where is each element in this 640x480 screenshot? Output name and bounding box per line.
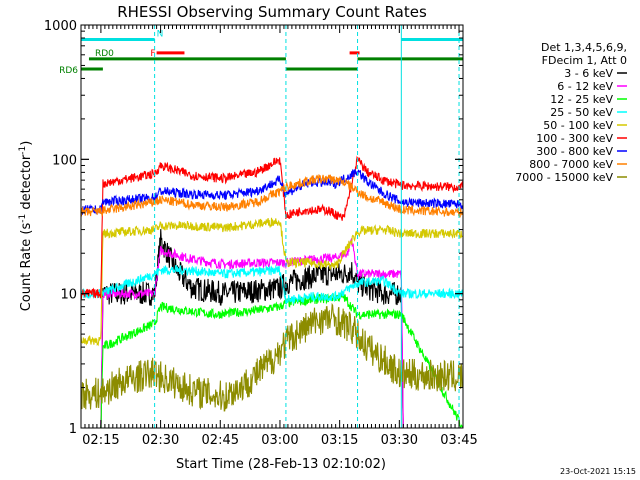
- date-stamp: 23-Oct-2021 15:15: [560, 467, 636, 476]
- series-line-5: [80, 155, 464, 300]
- legend-entry-label: 6 - 12 keV: [557, 80, 613, 93]
- y-axis-label: Count Rate (s-1 detector-1): [18, 141, 34, 312]
- y-tick-label: 10: [60, 288, 77, 303]
- y-ticks-layer: 1 10 100 1000: [44, 19, 463, 437]
- legend-entry-label: 300 - 800 keV: [536, 145, 613, 158]
- legend-entry-label: 25 - 50 keV: [550, 106, 613, 119]
- x-tick-label: 03:45: [440, 433, 477, 448]
- series-line-2: [81, 291, 464, 429]
- legend-entry-label: 7000 - 15000 keV: [515, 171, 613, 184]
- x-axis-label: Start Time (28-Feb-13 02:10:02): [176, 457, 386, 472]
- x-tick-label: 02:15: [82, 433, 119, 448]
- legend-entry-label: 12 - 25 keV: [550, 93, 613, 106]
- x-tick-label: 03:00: [261, 433, 298, 448]
- plot-series-layer: [80, 155, 464, 429]
- series-line-6: [80, 168, 464, 215]
- flag-label-rd6: RD6: [59, 66, 78, 76]
- legend: Det 1,3,4,5,6,9,FDecim 1, Att 03 - 6 keV…: [515, 41, 627, 184]
- series-line-4: [80, 217, 463, 347]
- flag-label-rd0: RD0: [95, 49, 114, 59]
- legend-entry-label: 800 - 7000 keV: [529, 158, 613, 171]
- x-ticks-layer: 02:15 02:30 02:45 03:00 03:15 03:30 03:45: [80, 25, 478, 448]
- flag-bars-layer: NF RD0 RD6: [59, 29, 463, 76]
- legend-entry-label: 100 - 300 keV: [536, 132, 613, 145]
- flag-label-n: N: [157, 29, 164, 39]
- y-tick-label: 1000: [44, 19, 77, 34]
- legend-header-line: FDecim 1, Att 0: [542, 54, 627, 67]
- series-line-1: [81, 238, 463, 429]
- series-line-0: [81, 229, 463, 429]
- legend-header-line: Det 1,3,4,5,6,9,: [541, 41, 627, 54]
- chart-title: RHESSI Observing Summary Count Rates: [117, 3, 427, 21]
- x-tick-label: 02:45: [202, 433, 239, 448]
- y-tick-label: 100: [52, 153, 77, 168]
- x-tick-label: 03:30: [381, 433, 418, 448]
- y-tick-label: 1: [69, 422, 77, 437]
- x-tick-label: 02:30: [142, 433, 179, 448]
- series-line-8: [80, 302, 464, 412]
- flag-label-f: F: [150, 49, 155, 59]
- legend-entry-label: 50 - 100 keV: [543, 119, 613, 132]
- x-tick-label: 03:15: [321, 433, 358, 448]
- legend-entry-label: 3 - 6 keV: [564, 67, 613, 80]
- series-line-3: [80, 264, 464, 306]
- series-line-7: [80, 173, 464, 218]
